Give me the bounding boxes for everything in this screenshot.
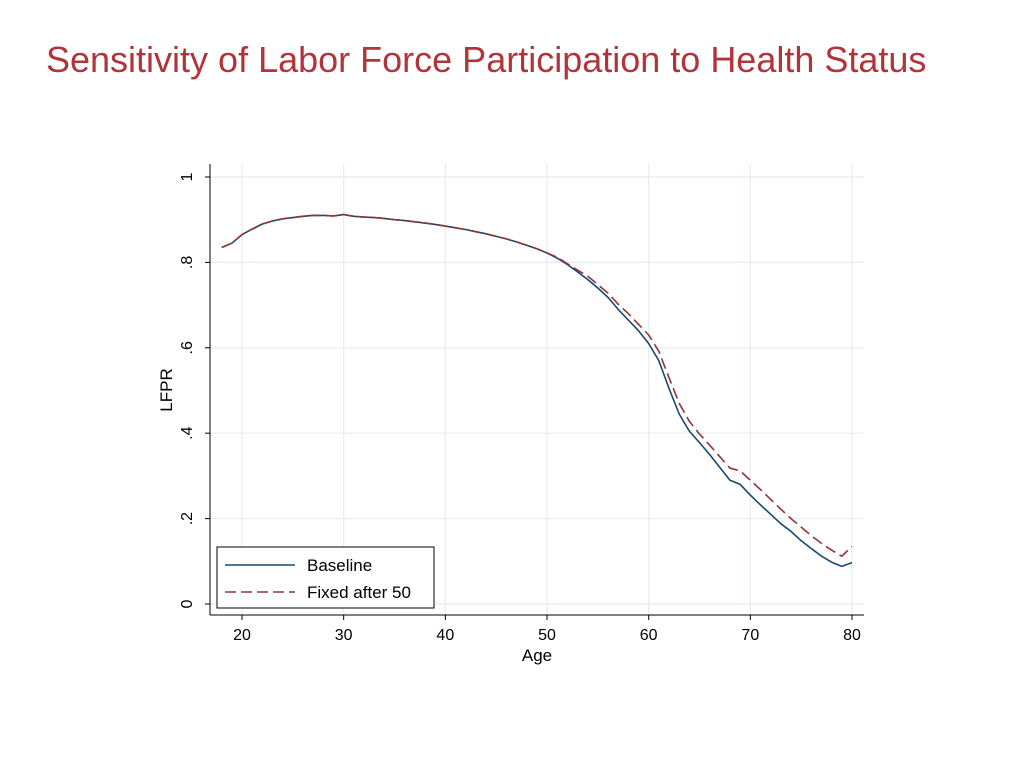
y-tick-label: .4 bbox=[179, 426, 196, 439]
legend-label: Fixed after 50 bbox=[307, 583, 411, 602]
x-axis-title: Age bbox=[522, 646, 552, 665]
legend-label: Baseline bbox=[307, 556, 372, 575]
y-tick-label: .8 bbox=[179, 256, 196, 269]
x-tick-label: 70 bbox=[741, 627, 759, 644]
y-axis-title: LFPR bbox=[157, 368, 176, 411]
x-tick-label: 80 bbox=[843, 627, 861, 644]
x-tick-label: 30 bbox=[335, 627, 353, 644]
x-tick-label: 50 bbox=[538, 627, 556, 644]
y-tick-label: 1 bbox=[179, 172, 196, 181]
x-tick-label: 60 bbox=[640, 627, 658, 644]
legend: Baseline Fixed after 50 bbox=[216, 546, 435, 609]
y-tick-label: .6 bbox=[179, 341, 196, 354]
y-tick-label: .2 bbox=[179, 512, 196, 525]
series-line-fixed-after-50 bbox=[221, 213, 853, 558]
y-tick-label: 0 bbox=[179, 599, 196, 608]
x-tick-label: 40 bbox=[436, 627, 454, 644]
legend-box bbox=[216, 546, 435, 609]
series-layer bbox=[221, 213, 853, 568]
slide-title: Sensitivity of Labor Force Participation… bbox=[46, 39, 927, 80]
series-line-baseline bbox=[221, 213, 853, 568]
x-tick-label: 20 bbox=[233, 627, 251, 644]
axes-layer: 20 30 40 50 60 70 80 0 .2 .4 .6 .8 1 Age LFPR bbox=[157, 164, 864, 665]
